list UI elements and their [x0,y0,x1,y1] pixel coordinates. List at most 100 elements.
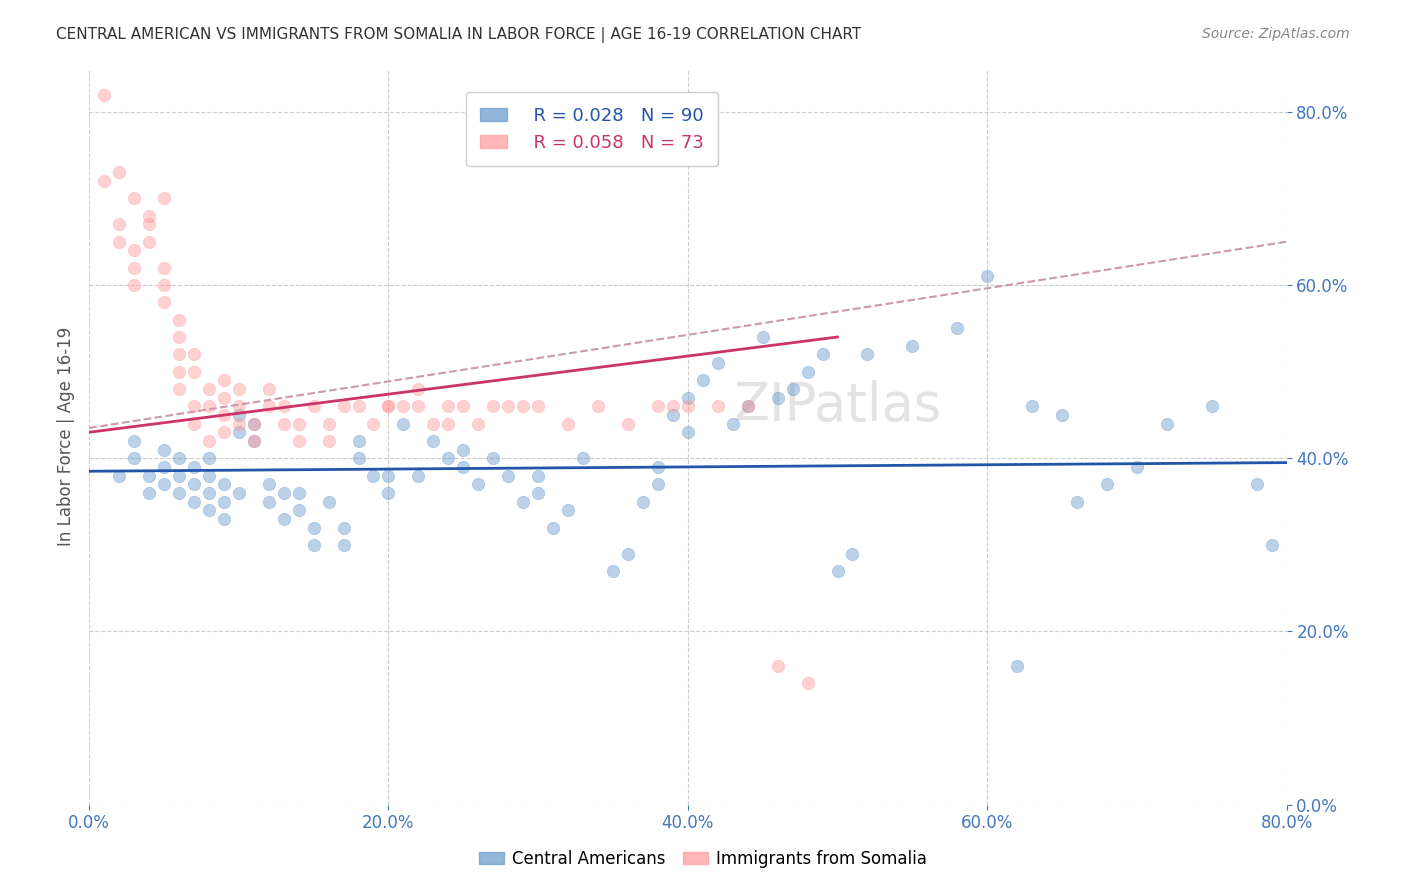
Point [363,417,385,431]
Point [676,425,699,440]
Point [347,399,370,413]
Point [287,417,309,431]
Point [212,425,235,440]
Point [138,218,160,232]
Point [198,486,221,500]
Point [647,399,669,413]
Point [242,434,264,448]
Point [212,373,235,387]
Point [108,235,131,249]
Point [707,356,730,370]
Point [453,399,475,413]
Point [183,459,205,474]
Point [138,486,160,500]
Point [122,191,145,205]
Point [198,451,221,466]
Point [976,269,998,284]
Point [1066,494,1088,508]
Point [302,538,325,552]
Point [676,399,699,413]
Point [453,459,475,474]
Point [198,434,221,448]
Point [138,235,160,249]
Point [167,486,190,500]
Point [153,477,176,491]
Point [108,468,131,483]
Point [257,477,280,491]
Point [631,494,654,508]
Point [318,434,340,448]
Point [183,417,205,431]
Point [167,382,190,396]
Point [167,451,190,466]
Point [422,417,444,431]
Point [496,468,519,483]
Point [1156,417,1178,431]
Point [153,295,176,310]
Point [183,365,205,379]
Point [901,339,924,353]
Point [751,330,773,344]
Text: ZIPatlas: ZIPatlas [734,380,942,433]
Point [167,312,190,326]
Point [737,399,759,413]
Point [1246,477,1268,491]
Point [496,399,519,413]
Point [167,347,190,361]
Point [707,399,730,413]
Point [467,477,489,491]
Point [408,468,430,483]
Point [183,494,205,508]
Point [692,373,714,387]
Point [482,399,505,413]
Point [782,382,804,396]
Point [153,278,176,293]
Point [257,494,280,508]
Point [183,399,205,413]
Point [527,399,550,413]
Point [318,494,340,508]
Point [1021,399,1043,413]
Point [228,425,250,440]
Point [273,512,295,526]
Point [198,399,221,413]
Point [167,330,190,344]
Point [1050,408,1073,422]
Point [422,434,444,448]
Text: CENTRAL AMERICAN VS IMMIGRANTS FROM SOMALIA IN LABOR FORCE | AGE 16-19 CORRELATI: CENTRAL AMERICAN VS IMMIGRANTS FROM SOMA… [56,27,862,43]
Point [183,477,205,491]
Point [377,399,399,413]
Point [257,399,280,413]
Point [392,417,415,431]
Point [332,399,354,413]
Point [1095,477,1118,491]
Point [228,417,250,431]
Point [512,399,534,413]
Point [153,260,176,275]
Point [153,442,176,457]
Point [93,87,115,102]
Point [363,468,385,483]
Point [437,417,460,431]
Point [392,399,415,413]
Point [946,321,969,335]
Point [167,468,190,483]
Point [212,391,235,405]
Point [467,417,489,431]
Point [242,417,264,431]
Point [1201,399,1223,413]
Point [647,477,669,491]
Point [721,417,744,431]
Point [841,547,863,561]
Point [287,434,309,448]
Point [93,174,115,188]
Legend: Central Americans, Immigrants from Somalia: Central Americans, Immigrants from Somal… [472,844,934,875]
Point [228,382,250,396]
Point [287,503,309,517]
Point [257,382,280,396]
Point [827,564,849,578]
Point [318,417,340,431]
Point [482,451,505,466]
Point [1260,538,1282,552]
Point [212,512,235,526]
